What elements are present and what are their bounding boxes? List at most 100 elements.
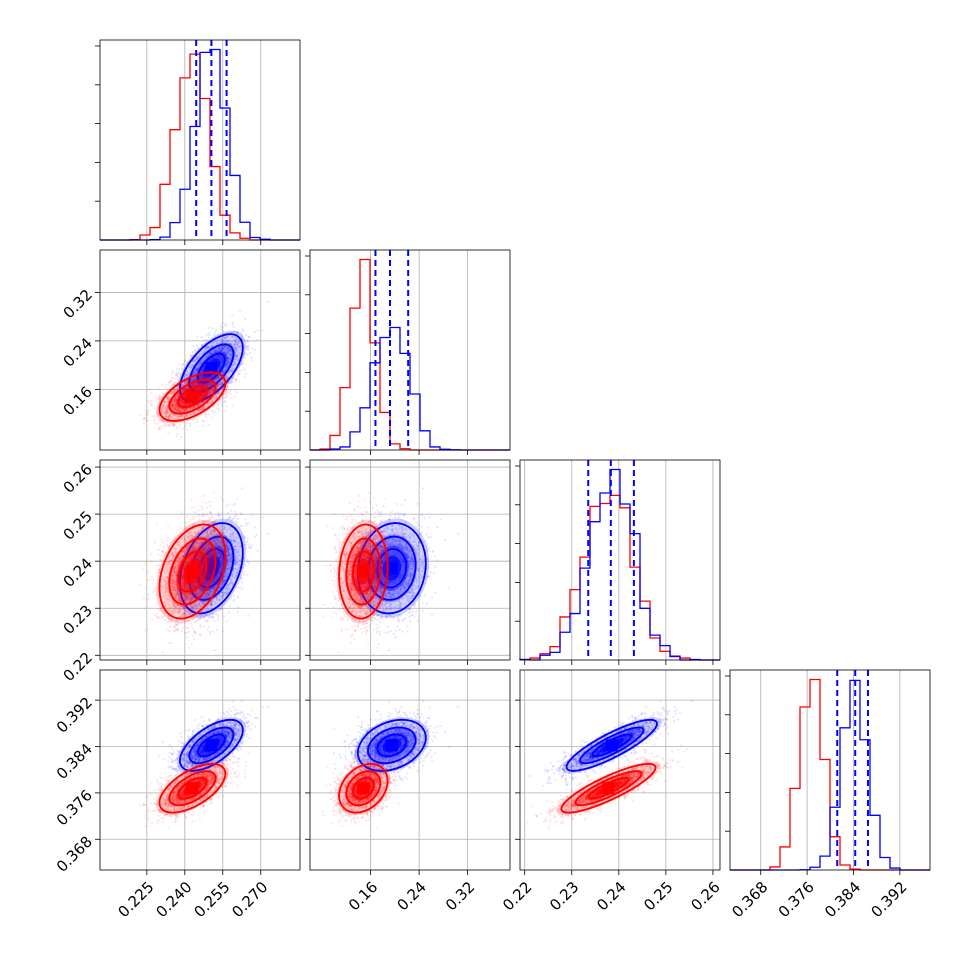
scatter-point (234, 343, 237, 346)
scatter-point (176, 432, 179, 435)
scatter-point (208, 412, 211, 415)
scatter-point (209, 382, 212, 385)
scatter-point (237, 352, 241, 355)
scatter-point (165, 424, 168, 427)
scatter-point (211, 405, 214, 408)
scatter-point (197, 403, 200, 406)
scatter-point (208, 326, 211, 330)
scatter-point (192, 376, 196, 379)
scatter-point (207, 390, 210, 393)
scatter-point (255, 338, 258, 342)
scatter-point (186, 403, 189, 406)
scatter-point (184, 387, 187, 390)
scatter-point (232, 330, 235, 333)
scatter-point (191, 363, 194, 367)
scatter-point (211, 341, 214, 344)
scatter-point (184, 360, 187, 363)
scatter-point (195, 356, 198, 359)
scatter-point (234, 339, 237, 342)
scatter-point (208, 392, 211, 395)
scatter-point (178, 368, 181, 371)
scatter-point (201, 383, 204, 386)
scatter-point (194, 382, 197, 385)
scatter-point (221, 357, 225, 360)
scatter-point (202, 420, 205, 423)
scatter-point (196, 367, 199, 371)
scatter-point (228, 390, 231, 393)
scatter-point (200, 336, 203, 339)
scatter-point (220, 359, 223, 362)
scatter-point (226, 351, 229, 354)
scatter-point (182, 362, 185, 366)
scatter-point (215, 343, 218, 346)
scatter-point (171, 382, 174, 385)
scatter-point (232, 375, 235, 378)
scatter-point (192, 360, 195, 363)
scatter-point (229, 369, 232, 372)
scatter-point (199, 407, 202, 410)
scatter-point (221, 345, 224, 348)
scatter-point (208, 351, 211, 354)
scatter-point (196, 368, 200, 371)
scatter-point (225, 349, 228, 352)
scatter-point (226, 356, 230, 359)
scatter-point (236, 343, 239, 346)
scatter-point (230, 331, 234, 334)
scatter-point (217, 354, 221, 357)
scatter-point (226, 394, 229, 398)
scatter-point (238, 346, 241, 349)
scatter-point (229, 369, 232, 372)
scatter-point (205, 348, 208, 351)
scatter-point (246, 348, 249, 351)
panel-1-1 (310, 250, 510, 450)
scatter-point (234, 351, 237, 354)
scatter-point (226, 360, 230, 363)
scatter-point (236, 354, 240, 357)
scatter-point (222, 395, 225, 398)
scatter-point (144, 419, 147, 422)
scatter-point (216, 391, 219, 395)
scatter-point (211, 344, 214, 347)
scatter-point (174, 395, 177, 398)
scatter-point (200, 387, 203, 390)
scatter-point (182, 387, 185, 391)
scatter-point (231, 335, 234, 338)
scatter-point (182, 390, 185, 393)
scatter-point (208, 630, 211, 634)
scatter-point (240, 581, 243, 584)
scatter-point (215, 384, 218, 387)
scatter-point (185, 373, 188, 377)
scatter-point (228, 361, 231, 365)
scatter-point (219, 341, 223, 344)
scatter-point (234, 354, 237, 357)
scatter-point (178, 363, 181, 367)
scatter-point (208, 376, 211, 380)
scatter-point (224, 353, 227, 356)
scatter-point (235, 348, 238, 351)
scatter-point (217, 341, 220, 345)
scatter-point (214, 350, 217, 353)
scatter-point (213, 373, 216, 377)
scatter-point (184, 381, 187, 384)
scatter-point (223, 351, 226, 354)
scatter-point (150, 400, 153, 403)
scatter-point (188, 366, 192, 369)
scatter-point (233, 395, 236, 399)
scatter-point (215, 356, 218, 360)
scatter-point (150, 403, 153, 407)
scatter-point (196, 335, 199, 338)
scatter-point (221, 322, 224, 325)
scatter-point (218, 346, 221, 350)
scatter-point (213, 340, 216, 343)
scatter-point (241, 328, 244, 331)
scatter-point (216, 383, 219, 387)
scatter-point (229, 381, 232, 385)
scatter-point (246, 338, 249, 342)
scatter-point (223, 346, 227, 349)
scatter-point (167, 431, 170, 434)
scatter-point (235, 391, 238, 394)
scatter-point (214, 347, 217, 350)
scatter-point (221, 359, 225, 362)
scatter-point (211, 399, 214, 402)
scatter-point (250, 359, 253, 362)
